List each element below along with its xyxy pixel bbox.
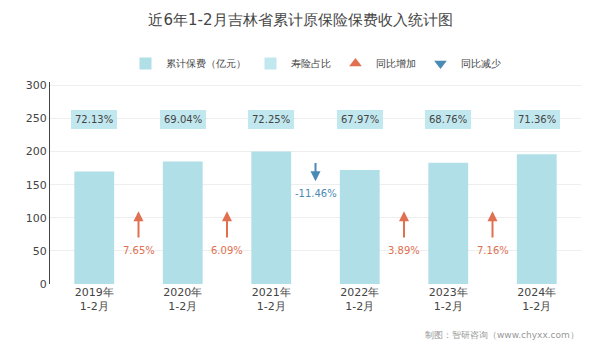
svg-text:7.65%: 7.65% <box>123 245 155 256</box>
svg-text:200: 200 <box>26 145 47 158</box>
svg-text:7.16%: 7.16% <box>477 245 509 256</box>
svg-text:2019年1-2月: 2019年1-2月 <box>75 286 114 313</box>
svg-text:同比减少: 同比减少 <box>461 58 501 69</box>
svg-text:68.76%: 68.76% <box>429 114 467 125</box>
svg-text:72.25%: 72.25% <box>252 114 290 125</box>
svg-text:2020年1-2月: 2020年1-2月 <box>163 286 202 313</box>
svg-text:6.09%: 6.09% <box>211 245 243 256</box>
svg-text:72.13%: 72.13% <box>75 114 113 125</box>
svg-text:2022年1-2月: 2022年1-2月 <box>340 286 379 313</box>
svg-text:50: 50 <box>33 245 47 258</box>
svg-text:累计保费（亿元）: 累计保费（亿元） <box>166 58 246 69</box>
svg-text:-11.46%: -11.46% <box>295 188 337 199</box>
svg-text:2024年1-2月: 2024年1-2月 <box>517 286 556 313</box>
svg-text:67.97%: 67.97% <box>341 114 379 125</box>
svg-text:69.04%: 69.04% <box>164 114 202 125</box>
svg-text:71.36%: 71.36% <box>518 114 556 125</box>
svg-text:制图：智研咨询（www.chyxx.com）: 制图：智研咨询（www.chyxx.com） <box>425 330 579 340</box>
svg-text:250: 250 <box>26 112 47 125</box>
svg-text:近6年1-2月吉林省累计原保险保费收入统计图: 近6年1-2月吉林省累计原保险保费收入统计图 <box>148 11 452 29</box>
svg-text:300: 300 <box>26 79 47 92</box>
svg-text:同比增加: 同比增加 <box>376 58 416 69</box>
svg-text:2023年1-2月: 2023年1-2月 <box>429 286 468 313</box>
svg-text:100: 100 <box>26 212 47 225</box>
svg-text:3.89%: 3.89% <box>388 245 420 256</box>
svg-text:150: 150 <box>26 179 47 192</box>
svg-text:寿险占比: 寿险占比 <box>291 58 331 69</box>
svg-text:0: 0 <box>40 278 47 291</box>
svg-text:2021年1-2月: 2021年1-2月 <box>252 286 291 313</box>
